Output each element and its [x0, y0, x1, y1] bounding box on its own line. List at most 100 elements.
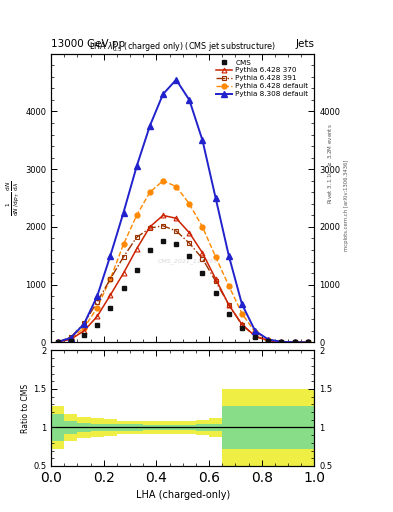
CMS — [82, 332, 86, 338]
Pythia 6.428 370 — [95, 313, 99, 319]
Pythia 8.308 default — [213, 195, 218, 201]
CMS — [305, 339, 310, 346]
CMS — [279, 339, 284, 345]
CMS — [292, 339, 297, 346]
CMS — [121, 285, 126, 291]
Pythia 6.428 default — [134, 212, 139, 219]
Pythia 8.308 default — [95, 293, 99, 300]
X-axis label: LHA (charged-only): LHA (charged-only) — [136, 490, 230, 500]
Pythia 6.428 default — [108, 276, 113, 282]
Pythia 6.428 default — [240, 310, 244, 316]
Pythia 8.308 default — [121, 209, 126, 216]
CMS — [253, 334, 257, 340]
Pythia 6.428 default — [147, 189, 152, 196]
Pythia 8.308 default — [174, 77, 178, 83]
Pythia 6.428 391 — [134, 234, 139, 241]
Pythia 6.428 default — [279, 338, 284, 345]
Pythia 6.428 370 — [213, 276, 218, 282]
Pythia 6.428 default — [266, 336, 271, 343]
CMS — [108, 305, 113, 311]
Line: Pythia 6.428 default: Pythia 6.428 default — [55, 178, 310, 345]
Text: Rivet 3.1.10, $\geq$ 3.2M events: Rivet 3.1.10, $\geq$ 3.2M events — [326, 123, 334, 204]
Pythia 6.428 370 — [305, 339, 310, 346]
Pythia 8.308 default — [108, 253, 113, 259]
Pythia 6.428 default — [161, 178, 165, 184]
Pythia 6.428 default — [226, 283, 231, 289]
Pythia 6.428 391 — [108, 276, 113, 282]
Pythia 8.308 default — [147, 123, 152, 129]
Pythia 6.428 391 — [279, 339, 284, 345]
Pythia 6.428 391 — [253, 333, 257, 339]
Pythia 6.428 default — [95, 305, 99, 311]
Pythia 6.428 370 — [82, 328, 86, 334]
Pythia 6.428 370 — [55, 339, 60, 345]
Pythia 6.428 391 — [200, 255, 205, 262]
Pythia 8.308 default — [292, 339, 297, 346]
CMS — [200, 270, 205, 276]
Pythia 6.428 391 — [68, 334, 73, 340]
Pythia 6.428 391 — [161, 223, 165, 229]
Pythia 6.428 370 — [240, 322, 244, 328]
Pythia 8.308 default — [266, 336, 271, 343]
Pythia 6.428 default — [187, 201, 192, 207]
Y-axis label: Ratio to CMS: Ratio to CMS — [21, 383, 30, 433]
Line: Pythia 6.428 391: Pythia 6.428 391 — [55, 223, 310, 345]
Pythia 8.308 default — [134, 163, 139, 169]
Text: CMS_2021_119291: CMS_2021_119291 — [158, 259, 218, 264]
Pythia 6.428 370 — [147, 224, 152, 230]
CMS — [134, 267, 139, 273]
Pythia 6.428 370 — [200, 250, 205, 256]
Text: Jets: Jets — [296, 38, 314, 49]
Pythia 6.428 370 — [174, 215, 178, 221]
Pythia 6.428 default — [121, 241, 126, 247]
Pythia 6.428 391 — [226, 302, 231, 308]
Pythia 8.308 default — [187, 97, 192, 103]
Pythia 8.308 default — [253, 328, 257, 334]
Pythia 6.428 370 — [279, 339, 284, 345]
Text: mcplots.cern.ch [arXiv:1306.3436]: mcplots.cern.ch [arXiv:1306.3436] — [344, 159, 349, 250]
Pythia 6.428 370 — [253, 333, 257, 339]
Pythia 6.428 default — [68, 335, 73, 342]
Title: LHA $\lambda^{1}_{0.5}$ (charged only) (CMS jet substructure): LHA $\lambda^{1}_{0.5}$ (charged only) (… — [89, 39, 276, 54]
CMS — [226, 310, 231, 316]
Text: 13000 GeV pp: 13000 GeV pp — [51, 38, 125, 49]
Pythia 6.428 default — [174, 183, 178, 189]
CMS — [174, 241, 178, 247]
Pythia 6.428 default — [292, 339, 297, 346]
Pythia 6.428 391 — [82, 321, 86, 327]
Pythia 6.428 370 — [108, 292, 113, 298]
Pythia 6.428 default — [200, 224, 205, 230]
Pythia 6.428 370 — [134, 246, 139, 252]
Pythia 6.428 370 — [292, 339, 297, 346]
Pythia 6.428 391 — [55, 339, 60, 345]
CMS — [55, 339, 60, 345]
Pythia 8.308 default — [200, 137, 205, 143]
Pythia 8.308 default — [226, 253, 231, 259]
Pythia 6.428 370 — [68, 336, 73, 343]
Pythia 6.428 370 — [161, 212, 165, 219]
Pythia 6.428 391 — [213, 278, 218, 284]
Pythia 8.308 default — [279, 339, 284, 345]
CMS — [213, 290, 218, 296]
CMS — [240, 325, 244, 331]
Y-axis label: $\frac{1}{\mathrm{d}N\,/\,\mathrm{d}p_T}$ $\frac{\mathrm{d}N}{\mathrm{d}\lambda}: $\frac{1}{\mathrm{d}N\,/\,\mathrm{d}p_T}… — [5, 180, 22, 216]
Pythia 6.428 default — [55, 339, 60, 345]
Pythia 6.428 default — [253, 329, 257, 335]
Pythia 6.428 391 — [95, 299, 99, 305]
Pythia 8.308 default — [305, 339, 310, 346]
CMS — [266, 338, 271, 344]
Pythia 6.428 391 — [240, 322, 244, 328]
Pythia 6.428 391 — [187, 240, 192, 246]
CMS — [95, 322, 99, 328]
Pythia 8.308 default — [55, 339, 60, 345]
Pythia 6.428 370 — [187, 230, 192, 236]
Line: Pythia 6.428 370: Pythia 6.428 370 — [55, 213, 310, 345]
Line: Pythia 8.308 default: Pythia 8.308 default — [55, 77, 311, 346]
CMS — [68, 337, 73, 344]
CMS — [147, 247, 152, 253]
Pythia 8.308 default — [68, 335, 73, 341]
Pythia 8.308 default — [240, 301, 244, 307]
Line: CMS: CMS — [55, 239, 310, 345]
Pythia 6.428 370 — [266, 337, 271, 344]
CMS — [161, 238, 165, 244]
